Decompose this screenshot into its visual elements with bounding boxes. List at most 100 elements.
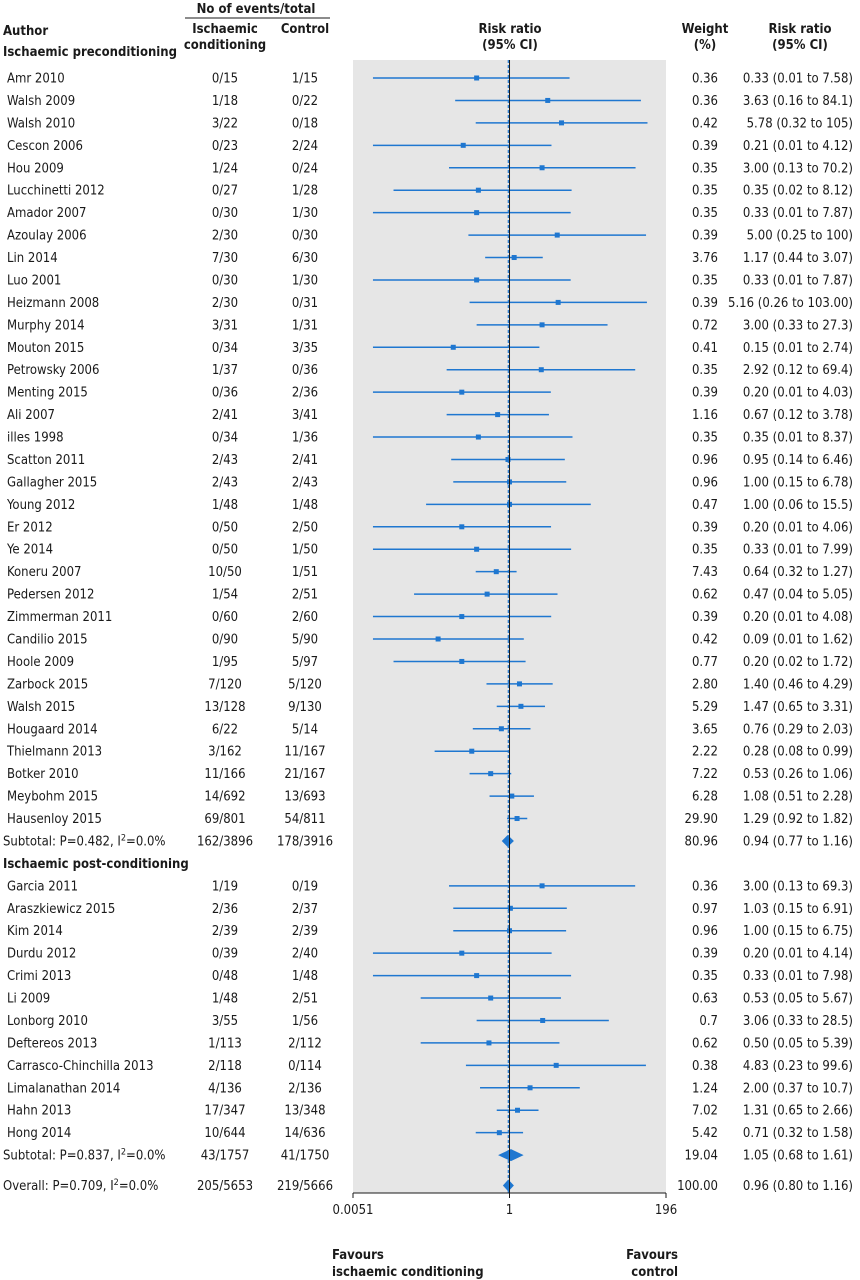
ic-events-cell: 3/22: [212, 116, 238, 131]
subtotal-label: Subtotal: P=0.837, I2=0.0%: [3, 1148, 166, 1164]
study-author: Hausenloy 2015: [7, 812, 102, 827]
weight-cell: 0.35: [692, 363, 718, 378]
point-estimate-marker: [527, 1085, 533, 1091]
control-events-cell: 2/41: [292, 453, 318, 468]
study-author: Crimi 2013: [7, 969, 71, 984]
ic-events-cell: 17/347: [204, 1104, 245, 1119]
study-author: Scatton 2011: [7, 453, 85, 468]
ic-events-cell: 1/113: [208, 1036, 242, 1051]
study-author: Deftereos 2013: [7, 1036, 97, 1051]
ic-events-cell: 0/50: [212, 543, 238, 558]
control-events-cell: 178/3916: [277, 834, 333, 849]
header-weight-line2: (%): [694, 38, 716, 53]
rr-ci-cell: 0.76 (0.29 to 2.03): [743, 722, 853, 737]
study-author: Thielmann 2013: [6, 745, 102, 760]
ic-events-cell: 0/36: [212, 386, 238, 401]
control-events-cell: 2/50: [292, 520, 318, 535]
control-events-cell: 2/36: [292, 386, 318, 401]
point-estimate-marker: [507, 905, 513, 911]
forest-marks: [372, 75, 648, 1192]
ic-events-cell: 6/22: [212, 722, 238, 737]
control-events-cell: 2/136: [288, 1081, 322, 1096]
rr-ci-cell: 1.29 (0.92 to 1.82): [743, 812, 853, 827]
study-author: Lonborg 2010: [7, 1014, 88, 1029]
rr-ci-cell: 3.00 (0.33 to 27.3): [743, 318, 853, 333]
rr-ci-cell: 1.00 (0.15 to 6.78): [743, 475, 853, 490]
weight-cell: 0.39: [692, 947, 718, 962]
weight-cell: 0.39: [692, 610, 718, 625]
point-estimate-marker: [496, 1130, 502, 1136]
ic-events-cell: 1/19: [212, 879, 238, 894]
header-rr-line1: Risk ratio: [478, 22, 541, 37]
weight-cell: 0.7: [699, 1014, 718, 1029]
control-events-cell: 2/51: [292, 992, 318, 1007]
header-events-total: No of events/total: [197, 2, 316, 17]
control-events-cell: 1/30: [292, 273, 318, 288]
study-author: Koneru 2007: [7, 565, 81, 580]
ic-events-cell: 10/644: [204, 1126, 245, 1141]
weight-cell: 0.35: [692, 273, 718, 288]
ic-events-cell: 2/43: [212, 453, 238, 468]
favours-labels: Favours ischaemic conditioning Favours c…: [332, 1248, 678, 1280]
study-author: Zarbock 2015: [7, 677, 88, 692]
weight-cell: 0.77: [692, 655, 718, 670]
point-estimate-marker: [498, 726, 504, 732]
overall-label: Overall: P=0.709, I2=0.0%: [3, 1178, 158, 1194]
rr-ci-cell: 1.47 (0.65 to 3.31): [743, 700, 853, 715]
control-events-cell: 13/693: [284, 790, 325, 805]
point-estimate-marker: [493, 569, 499, 575]
rr-ci-cell: 0.96 (0.80 to 1.16): [743, 1179, 853, 1194]
study-author: Kim 2014: [7, 924, 63, 939]
weight-cell: 5.42: [692, 1126, 718, 1141]
study-author: Limalanathan 2014: [7, 1081, 120, 1096]
control-events-cell: 0/18: [292, 116, 318, 131]
ic-events-cell: 0/34: [212, 431, 238, 446]
weight-cell: 0.96: [692, 475, 718, 490]
study-author: Mouton 2015: [7, 341, 84, 356]
header-ic-line1: Ischaemic: [192, 22, 258, 37]
favours-left-line2: ischaemic conditioning: [332, 1265, 484, 1280]
control-events-cell: 2/112: [288, 1036, 322, 1051]
rr-ci-cell: 0.15 (0.01 to 2.74): [743, 341, 853, 356]
rr-ci-cell: 0.21 (0.01 to 4.12): [743, 139, 853, 154]
point-estimate-marker: [486, 1040, 492, 1046]
rr-ci-cell: 0.33 (0.01 to 7.87): [743, 273, 853, 288]
control-events-cell: 14/636: [284, 1126, 325, 1141]
rr-ci-cell: 3.06 (0.33 to 28.5): [743, 1014, 853, 1029]
study-author: Araszkiewicz 2015: [7, 902, 115, 917]
weight-cell: 29.90: [685, 812, 718, 827]
control-events-cell: 11/167: [284, 745, 325, 760]
point-estimate-marker: [459, 658, 465, 664]
point-estimate-marker: [459, 950, 465, 956]
ic-events-cell: 205/5653: [197, 1179, 253, 1194]
weight-cell: 0.39: [692, 139, 718, 154]
rr-ci-cell: 1.31 (0.65 to 2.66): [743, 1104, 853, 1119]
control-events-cell: 1/30: [292, 206, 318, 221]
study-author: Meybohm 2015: [7, 790, 98, 805]
weight-cell: 0.72: [692, 318, 718, 333]
weight-cell: 0.96: [692, 453, 718, 468]
x-tick-label: 0.0051: [333, 1203, 374, 1218]
ic-events-cell: 2/43: [212, 475, 238, 490]
point-estimate-marker: [474, 210, 480, 216]
study-author: Candilio 2015: [7, 633, 88, 648]
weight-cell: 0.42: [692, 116, 718, 131]
study-author: Azoulay 2006: [7, 229, 87, 244]
ic-events-cell: 2/30: [212, 229, 238, 244]
control-events-cell: 5/97: [292, 655, 318, 670]
study-author: Luo 2001: [7, 273, 61, 288]
ic-events-cell: 2/39: [212, 924, 238, 939]
header-control: Control: [281, 22, 329, 37]
control-events-cell: 1/36: [292, 431, 318, 446]
study-author: Lin 2014: [7, 251, 58, 266]
rr-ci-cell: 1.03 (0.15 to 6.91): [743, 902, 853, 917]
rr-ci-cell: 0.20 (0.02 to 1.72): [743, 655, 853, 670]
weight-cell: 7.22: [692, 767, 718, 782]
point-estimate-marker: [515, 1107, 521, 1113]
ic-events-cell: 0/34: [212, 341, 238, 356]
study-author: Carrasco-Chinchilla 2013: [7, 1059, 154, 1074]
weight-cell: 0.36: [692, 72, 718, 87]
control-events-cell: 2/43: [292, 475, 318, 490]
weight-cell: 0.35: [692, 969, 718, 984]
weight-cell: 7.02: [692, 1104, 718, 1119]
